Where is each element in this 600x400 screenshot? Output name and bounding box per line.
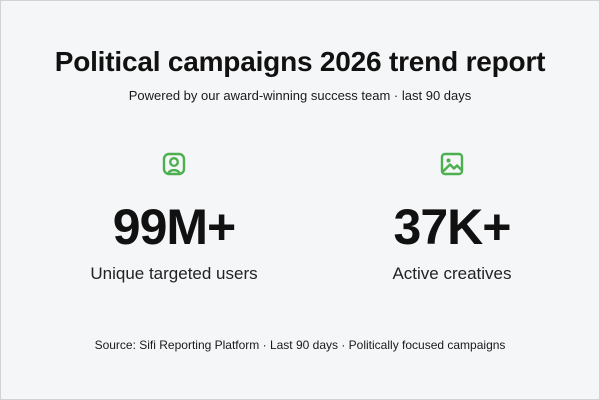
- user-icon: [162, 152, 186, 176]
- page-subtitle: Powered by our award-winning success tea…: [128, 88, 472, 103]
- image-icon: [440, 152, 464, 176]
- page-title: Political campaigns 2026 trend report: [54, 46, 546, 77]
- stat-active-creatives: 37K+ Active creatives: [332, 151, 572, 284]
- stat-value: 99M+: [112, 199, 236, 255]
- source-footnote: Source: Sifi Reporting Platform · Last 9…: [94, 338, 506, 352]
- stat-label: Active creatives: [392, 264, 512, 283]
- stat-unique-users: 99M+ Unique targeted users: [54, 151, 294, 284]
- stat-value: 37K+: [393, 199, 512, 255]
- stat-label: Unique targeted users: [90, 264, 258, 283]
